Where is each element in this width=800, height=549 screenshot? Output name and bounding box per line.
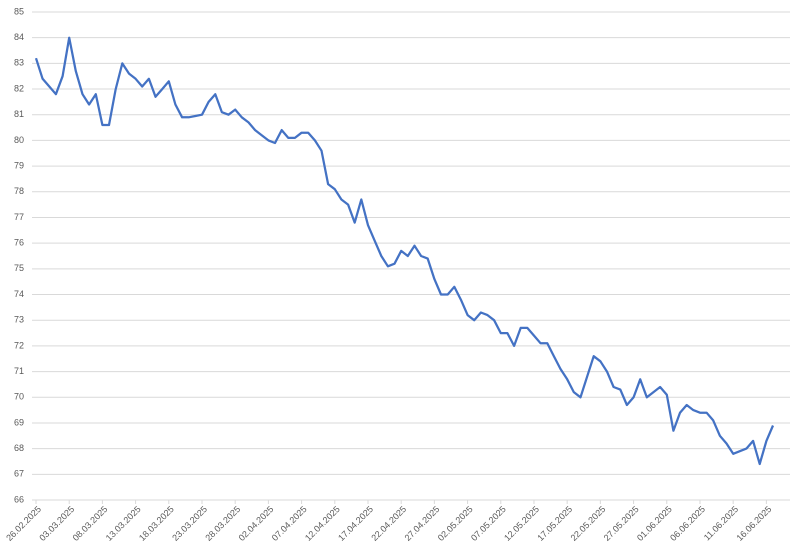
y-tick-label: 71 — [14, 366, 24, 376]
y-tick-label: 75 — [14, 263, 24, 273]
line-series — [34, 36, 775, 466]
y-tick-label: 73 — [14, 315, 24, 325]
y-tick-label: 85 — [14, 6, 24, 16]
y-tick-label: 81 — [14, 109, 24, 119]
x-tick-label: 16.06.2025 — [735, 504, 774, 543]
y-tick-label: 68 — [14, 443, 24, 453]
y-tick-label: 79 — [14, 160, 24, 170]
y-tick-label: 80 — [14, 135, 24, 145]
y-tick-label: 72 — [14, 340, 24, 350]
y-tick-label: 84 — [14, 32, 24, 42]
y-tick-label: 70 — [14, 392, 24, 402]
y-tick-label: 76 — [14, 238, 24, 248]
y-tick-label: 77 — [14, 212, 24, 222]
x-tick-label: 06.06.2025 — [668, 504, 707, 543]
y-tick-label: 67 — [14, 469, 24, 479]
y-tick-label: 69 — [14, 417, 24, 427]
y-tick-label: 82 — [14, 83, 24, 93]
y-tick-label: 83 — [14, 58, 24, 68]
y-tick-label: 78 — [14, 186, 24, 196]
y-tick-label: 74 — [14, 289, 24, 299]
y-tick-label: 66 — [14, 494, 24, 504]
